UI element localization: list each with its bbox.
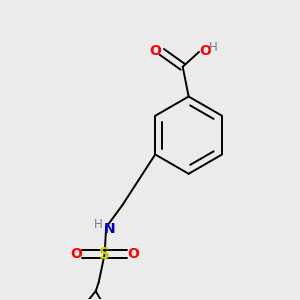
Text: S: S bbox=[99, 247, 110, 262]
Text: H: H bbox=[94, 218, 103, 231]
Text: O: O bbox=[149, 44, 161, 58]
Text: N: N bbox=[104, 222, 116, 236]
Text: H: H bbox=[209, 41, 218, 54]
Text: O: O bbox=[199, 44, 211, 58]
Text: O: O bbox=[128, 247, 140, 261]
Text: O: O bbox=[70, 247, 82, 261]
